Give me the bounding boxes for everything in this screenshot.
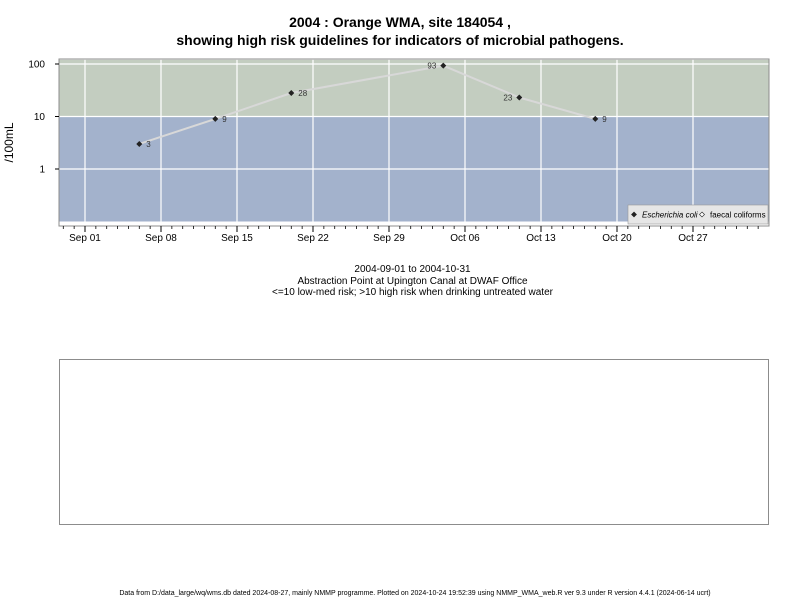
y-axis-title: /100mL (2, 122, 16, 162)
y-tick-label: 10 (34, 112, 46, 123)
data-label: 9 (602, 115, 607, 124)
legend-marker-faecal (699, 211, 705, 218)
legend-label-faecal: faecal coliforms (710, 211, 766, 220)
y-tick-label: 100 (28, 60, 45, 71)
plot-border (58, 58, 770, 227)
legend-box (627, 204, 769, 225)
series-line (138, 64, 596, 145)
x-tick-label: Sep 08 (145, 233, 177, 244)
y-tick-label: 1 (39, 165, 45, 176)
data-point (288, 90, 295, 97)
data-point (516, 94, 523, 101)
location-label: Abstraction Point at Upington Canal at D… (297, 276, 528, 287)
x-tick-label: Sep 29 (373, 233, 405, 244)
data-point (440, 62, 447, 69)
data-point (212, 115, 219, 122)
data-label: 23 (503, 94, 512, 103)
legend-label-ecoli: Escherichia coli (642, 211, 698, 220)
legend-marker-ecoli (631, 211, 637, 218)
high-risk-band (59, 59, 769, 117)
x-tick-label: Oct 20 (602, 233, 632, 244)
chart-title-line-2: showing high risk guidelines for indicat… (176, 32, 624, 48)
chart-title-line-1: 2004 : Orange WMA, site 184054 , (289, 14, 511, 30)
x-tick-label: Sep 22 (297, 233, 329, 244)
date-range-label: 2004-09-01 to 2004-10-31 (354, 264, 471, 275)
x-tick-label: Oct 06 (450, 233, 480, 244)
x-tick-label: Sep 15 (221, 233, 253, 244)
data-label: 93 (427, 62, 436, 71)
risk-note-label: <=10 low-med risk; >10 high risk when dr… (272, 287, 553, 298)
empty-plot-panel (59, 359, 769, 525)
chart-svg: 1 10 100 Sep 01 Sep 08 Sep 15 Sep 22 Sep 29 Oct … (2, 58, 770, 244)
x-tick-label: Sep 01 (69, 233, 101, 244)
data-point (136, 140, 143, 147)
data-label: 9 (222, 115, 227, 124)
data-label: 3 (146, 140, 151, 149)
x-tick-label: Oct 13 (526, 233, 556, 244)
data-label: 28 (298, 89, 307, 98)
x-tick-label: Oct 27 (678, 233, 708, 244)
footer-note: Data from D:/data_large/wq/wms.db dated … (119, 590, 711, 597)
data-point (592, 115, 599, 122)
